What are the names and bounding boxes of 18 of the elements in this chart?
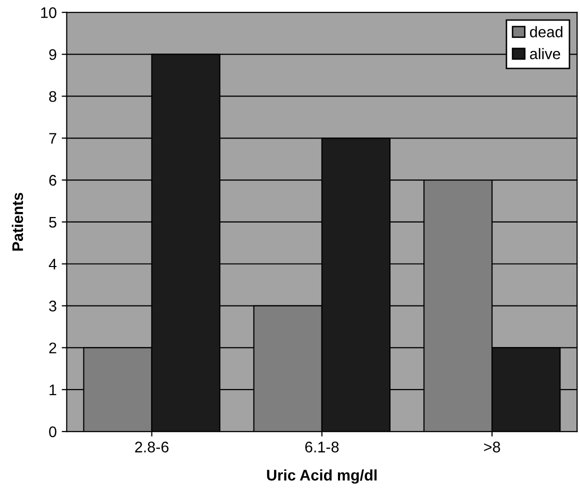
y-axis-title: Patients: [12, 192, 24, 251]
x-tick-label: 6.1-8: [305, 442, 339, 452]
y-tick-label: 5: [49, 216, 56, 228]
y-tick-label: 7: [49, 133, 56, 144]
y-tick-label: 3: [49, 300, 56, 312]
y-tick-label: 9: [49, 49, 56, 60]
y-tick-label: 4: [48, 258, 57, 270]
y-tick-label: 10: [41, 7, 56, 18]
y-tick-label: 6: [49, 174, 56, 186]
x-tick-label: >8: [484, 442, 500, 452]
y-tick-label: 2: [49, 342, 56, 354]
x-tick-label: 2.8-6: [135, 442, 169, 452]
y-tick-label: 8: [49, 91, 56, 102]
legend-label: alive: [530, 48, 560, 60]
y-tick-label: 0: [49, 426, 56, 438]
x-axis-title: Uric Acid mg/dl: [267, 469, 377, 484]
legend-label: dead: [530, 26, 562, 38]
y-tick-label: 1: [50, 384, 56, 396]
